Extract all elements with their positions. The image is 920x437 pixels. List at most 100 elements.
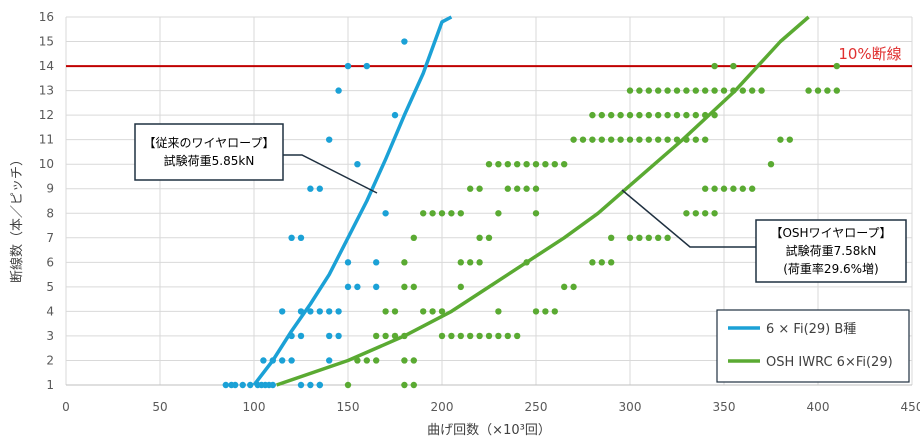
data-point — [307, 185, 314, 192]
data-point — [326, 308, 333, 315]
data-point — [532, 308, 540, 315]
data-point — [532, 210, 540, 217]
data-point — [401, 38, 408, 45]
data-point — [739, 87, 746, 94]
data-point — [626, 234, 634, 241]
legend-label: OSH IWRC 6×Fi(29) — [766, 355, 893, 370]
data-point — [326, 357, 333, 364]
data-point — [645, 111, 652, 119]
data-point — [457, 210, 464, 217]
y-tick-label: 9 — [46, 182, 54, 196]
data-point — [711, 87, 718, 94]
data-point — [711, 62, 718, 70]
y-tick-label: 3 — [46, 329, 54, 343]
data-point — [382, 308, 389, 315]
data-point — [485, 234, 493, 241]
data-point — [279, 357, 286, 364]
annotation-box — [755, 219, 907, 283]
data-point — [239, 381, 246, 389]
data-point — [307, 381, 314, 389]
data-point — [814, 87, 822, 94]
data-point — [279, 308, 286, 315]
data-point — [561, 283, 568, 291]
data-point — [626, 87, 634, 94]
annotation-text: (荷重率29.6%増) — [783, 261, 879, 276]
data-point — [316, 185, 323, 192]
data-point — [617, 136, 624, 143]
data-point — [570, 283, 577, 291]
data-point — [410, 283, 417, 291]
reference-line-label: 10%断線 — [838, 45, 901, 63]
y-tick-label: 1 — [46, 378, 54, 392]
data-point — [664, 87, 671, 94]
data-point — [373, 357, 380, 364]
data-point — [551, 161, 558, 168]
y-tick-label: 10 — [39, 157, 54, 171]
data-point — [561, 161, 568, 168]
data-point — [316, 308, 323, 315]
data-point — [457, 259, 464, 266]
data-point — [438, 210, 446, 217]
data-point — [608, 111, 615, 119]
x-tick-labels: 0 50 100 150 200 250 300 350 400 450 — [62, 400, 920, 414]
fit-curve — [276, 15, 810, 387]
data-point — [702, 136, 709, 143]
data-point — [297, 332, 305, 340]
data-point — [288, 357, 295, 364]
data-point — [749, 87, 756, 94]
x-tick-label: 50 — [152, 400, 167, 414]
data-point — [401, 357, 408, 364]
data-point — [297, 234, 305, 241]
data-point — [438, 332, 446, 340]
data-point — [307, 308, 314, 315]
data-point — [335, 308, 342, 315]
data-point — [805, 87, 812, 94]
data-point — [344, 62, 352, 70]
data-point — [598, 259, 605, 266]
data-point — [664, 234, 671, 241]
data-point — [495, 308, 502, 315]
data-point — [363, 357, 370, 364]
data-point — [448, 332, 455, 340]
data-point — [711, 210, 718, 217]
data-point — [382, 210, 389, 217]
data-point — [354, 283, 361, 291]
data-point — [504, 332, 511, 340]
data-point — [410, 357, 417, 364]
data-point — [589, 136, 596, 143]
data-point — [467, 185, 474, 192]
data-point — [608, 136, 615, 143]
data-point — [438, 308, 446, 315]
data-point — [448, 210, 455, 217]
data-point — [786, 136, 793, 143]
data-point — [692, 210, 699, 217]
data-point — [476, 185, 483, 192]
data-point — [429, 308, 436, 315]
data-point — [344, 283, 352, 291]
y-tick-label: 15 — [39, 35, 54, 49]
data-point — [269, 381, 276, 389]
data-point — [589, 259, 596, 266]
data-point — [833, 62, 840, 70]
data-point — [758, 87, 765, 94]
x-tick-label: 450 — [901, 400, 920, 414]
data-point — [626, 136, 634, 143]
x-tick-label: 250 — [525, 400, 548, 414]
data-point — [655, 111, 662, 119]
data-point — [673, 87, 681, 94]
x-tick-label: 100 — [243, 400, 266, 414]
data-point — [420, 308, 427, 315]
data-point — [297, 381, 305, 389]
data-point — [683, 87, 690, 94]
y-tick-label: 12 — [39, 108, 54, 122]
data-point — [457, 283, 464, 291]
data-point — [702, 185, 709, 192]
data-point — [514, 161, 521, 168]
data-point — [373, 259, 380, 266]
data-point — [532, 161, 540, 168]
annotation-text: 【従来のワイヤロープ】 — [144, 136, 275, 150]
y-tick-label: 5 — [46, 280, 54, 294]
data-point — [316, 381, 323, 389]
legend-box — [716, 309, 910, 383]
